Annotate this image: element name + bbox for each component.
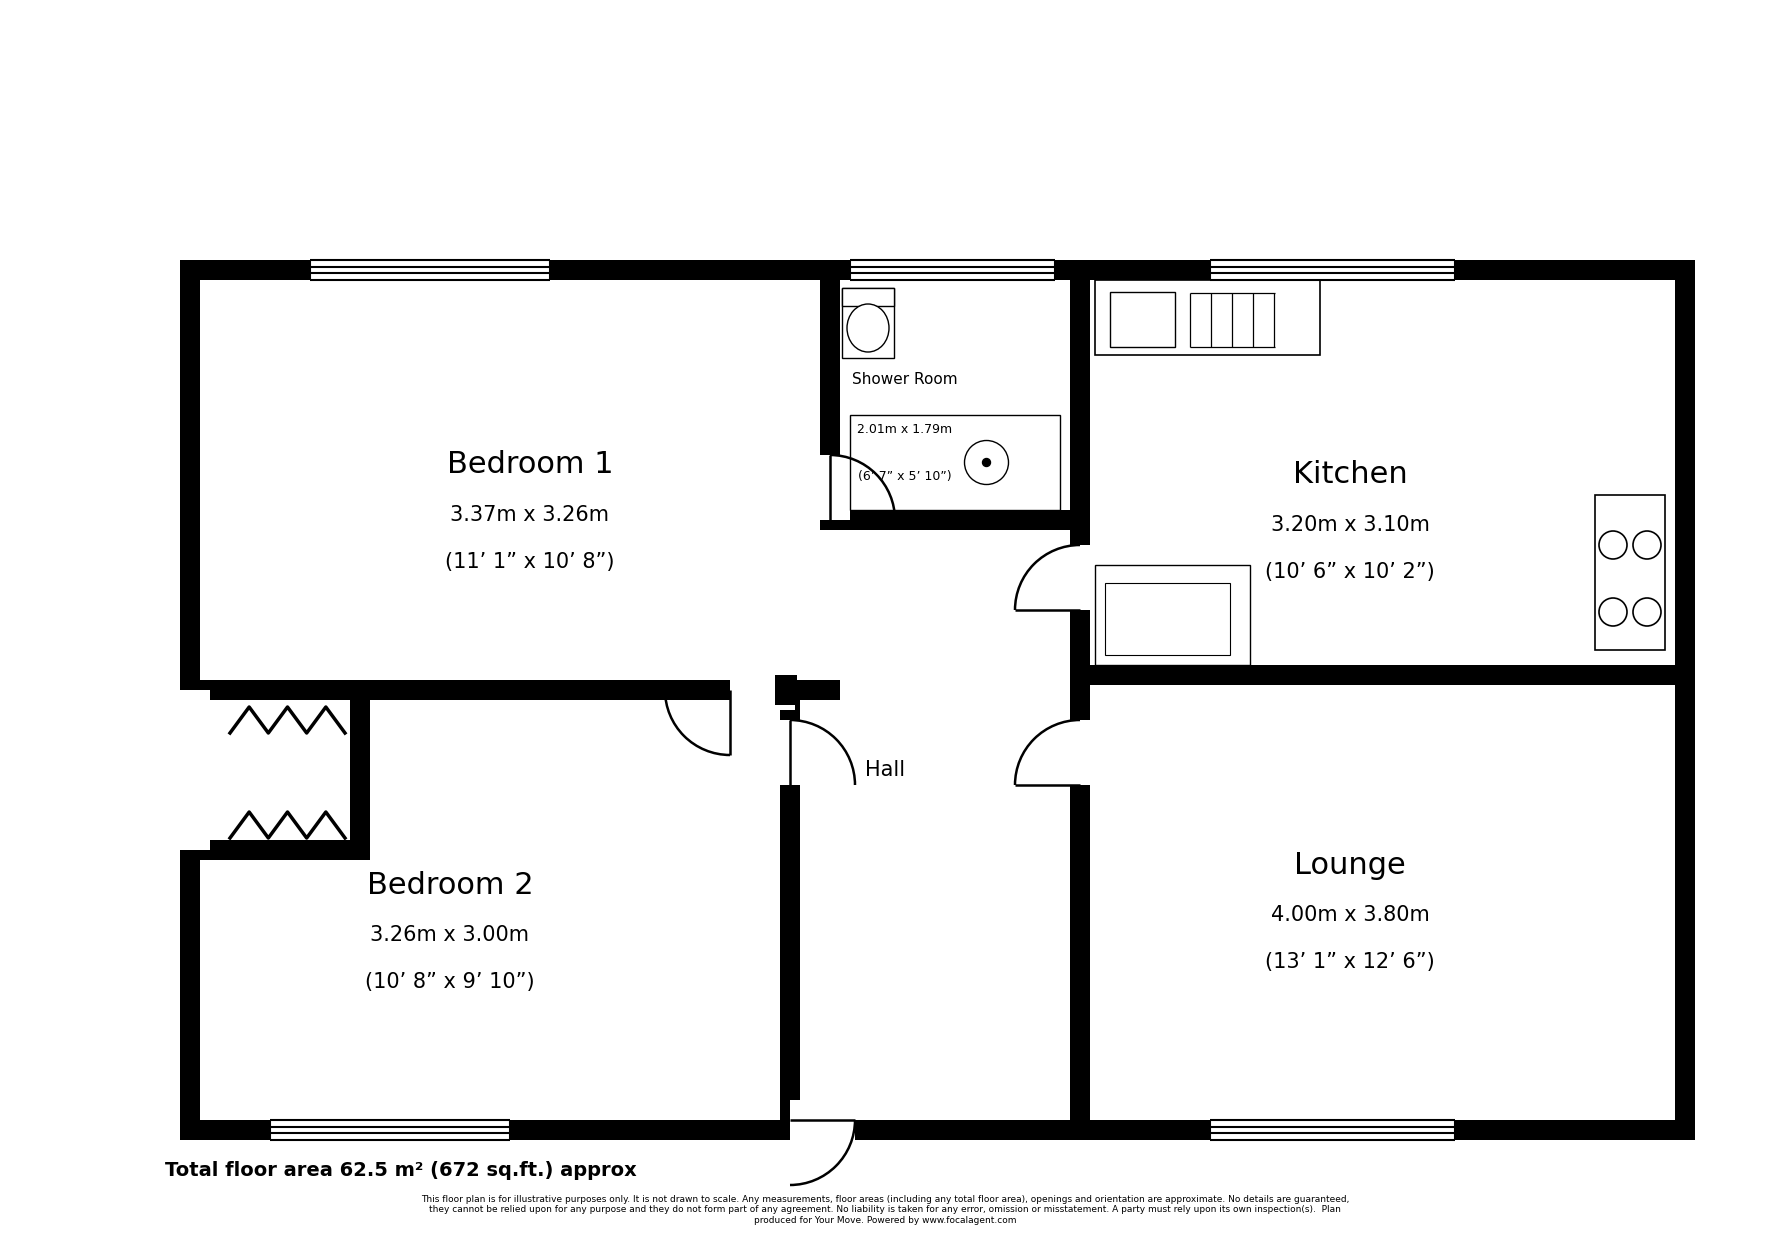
Text: Hall: Hall <box>864 760 905 780</box>
Bar <box>1210 1120 1456 1140</box>
Bar <box>779 720 820 785</box>
Bar <box>181 260 200 701</box>
Bar <box>1070 665 1684 684</box>
Bar <box>779 689 800 1120</box>
Bar <box>820 510 1089 529</box>
Circle shape <box>983 459 990 466</box>
Text: 3.26m x 3.00m: 3.26m x 3.00m <box>370 925 530 945</box>
Bar <box>351 689 370 861</box>
Bar <box>820 260 839 529</box>
Bar <box>850 415 1061 510</box>
Text: Total floor area 62.5 m² (672 sq.ft.) approx: Total floor area 62.5 m² (672 sq.ft.) ap… <box>165 1161 638 1179</box>
Bar <box>1675 260 1695 1140</box>
Text: This floor plan is for illustrative purposes only. It is not drawn to scale. Any: This floor plan is for illustrative purp… <box>421 1195 1350 1225</box>
Text: Bedroom 1: Bedroom 1 <box>446 450 613 480</box>
Bar <box>1596 495 1665 650</box>
Text: (10’ 8” x 9’ 10”): (10’ 8” x 9’ 10”) <box>365 972 535 992</box>
Bar <box>1070 260 1089 1140</box>
Text: 4.00m x 3.80m: 4.00m x 3.80m <box>1270 905 1429 925</box>
Bar <box>200 839 370 861</box>
Text: 2.01m x 1.79m: 2.01m x 1.79m <box>857 424 953 436</box>
Bar <box>776 675 797 706</box>
Text: Kitchen: Kitchen <box>1293 460 1408 490</box>
Bar <box>310 260 551 280</box>
Bar <box>1210 260 1456 280</box>
Bar <box>1105 583 1231 655</box>
Bar <box>1061 546 1100 610</box>
Bar <box>841 288 894 358</box>
Bar <box>181 689 211 849</box>
Text: 3.37m x 3.26m: 3.37m x 3.26m <box>450 505 609 525</box>
Text: Shower Room: Shower Room <box>852 372 958 387</box>
Bar <box>730 670 795 711</box>
Bar <box>1061 720 1100 785</box>
Text: (10’ 6” x 10’ 2”): (10’ 6” x 10’ 2”) <box>1264 562 1435 582</box>
Bar <box>181 1120 1695 1140</box>
Text: (6’ 7” x 5’ 10”): (6’ 7” x 5’ 10”) <box>859 470 951 484</box>
Text: Lounge: Lounge <box>1295 851 1406 879</box>
Text: 3.20m x 3.10m: 3.20m x 3.10m <box>1270 515 1429 534</box>
Bar <box>1094 565 1250 665</box>
Bar <box>181 260 1695 280</box>
Text: Bedroom 2: Bedroom 2 <box>367 870 533 899</box>
Bar <box>1110 291 1174 347</box>
Bar <box>809 455 850 520</box>
Bar <box>841 288 894 306</box>
Text: (13’ 1” x 12’ 6”): (13’ 1” x 12’ 6”) <box>1264 952 1435 972</box>
Bar <box>269 1120 510 1140</box>
Bar <box>181 260 200 1140</box>
Text: (11’ 1” x 10’ 8”): (11’ 1” x 10’ 8”) <box>445 552 615 572</box>
Bar <box>1094 280 1319 355</box>
Bar <box>790 1100 855 1140</box>
Bar <box>850 260 1056 280</box>
Bar <box>200 680 839 701</box>
Bar <box>181 839 200 1140</box>
Ellipse shape <box>847 304 889 352</box>
